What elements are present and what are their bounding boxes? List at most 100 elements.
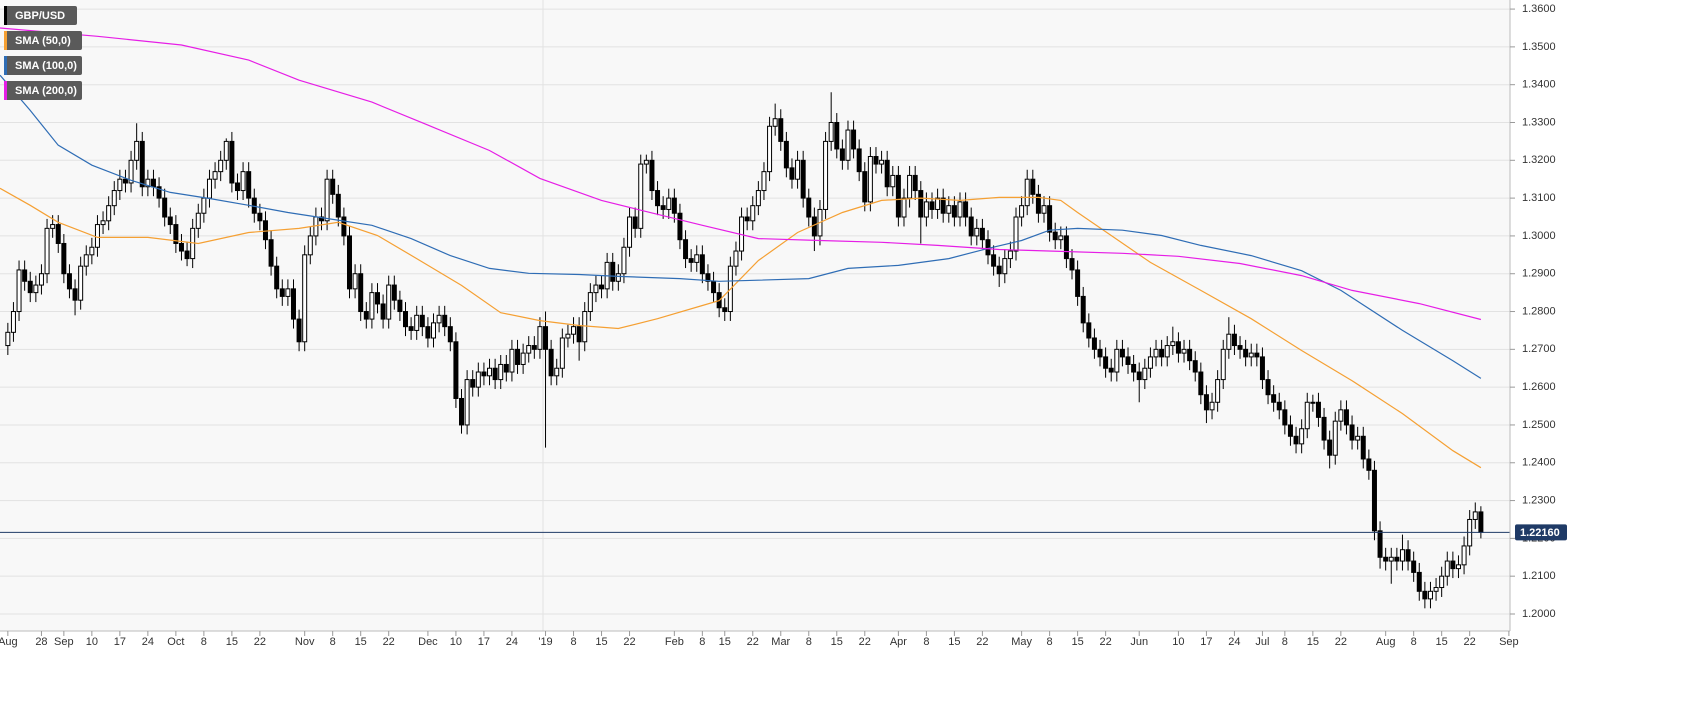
candle-body: [923, 201, 929, 218]
x-tick-label: Dec: [418, 636, 438, 648]
candle-body: [1159, 348, 1165, 358]
x-tick-label: 15: [948, 636, 960, 648]
candle-body: [750, 205, 756, 222]
x-tick-label: Aug: [1376, 636, 1396, 648]
candle-body: [1327, 439, 1333, 456]
legend-label: SMA (50,0): [15, 35, 71, 47]
candle-body: [55, 224, 61, 244]
x-tick-label: '19: [538, 636, 552, 648]
candle-body: [856, 148, 862, 173]
candle-body: [565, 333, 571, 339]
candle-body: [498, 363, 504, 381]
candle-body: [677, 212, 683, 241]
candle-body: [363, 311, 369, 320]
candle-body: [1455, 564, 1461, 570]
x-tick-label: Oct: [167, 636, 184, 648]
legend-swatch: [4, 31, 7, 50]
candle-body: [307, 235, 313, 256]
candle-body: [1321, 416, 1327, 441]
candle-body: [128, 159, 134, 184]
candle-body: [1360, 435, 1366, 460]
x-tick-label: 10: [450, 636, 462, 648]
candle-body: [106, 205, 112, 222]
candle-body: [649, 159, 655, 192]
x-tick-label: Sep: [54, 636, 74, 648]
y-tick-label: 1.3600: [1522, 3, 1556, 15]
legend-swatch: [4, 81, 7, 100]
candle-body: [369, 292, 375, 320]
candle-body: [1175, 341, 1181, 354]
candle-body: [946, 205, 952, 214]
candle-body: [778, 118, 784, 142]
candle-body: [996, 265, 1002, 275]
candle-body: [1265, 379, 1271, 396]
x-tick-label: 15: [1436, 636, 1448, 648]
candle-body: [1147, 356, 1153, 369]
candle-body: [1310, 401, 1316, 404]
candle-body: [279, 288, 285, 297]
candle-body: [610, 261, 616, 282]
candle-body: [1355, 435, 1361, 441]
x-tick-label: Jul: [1255, 636, 1269, 648]
candle-body: [1013, 216, 1019, 252]
candle-body: [912, 174, 918, 192]
candle-body: [44, 227, 50, 275]
candle-body: [1366, 458, 1372, 471]
candle-body: [963, 201, 969, 218]
candle-body: [783, 140, 789, 169]
x-tick-label: 8: [330, 636, 336, 648]
candle-body: [296, 318, 302, 343]
candle-body: [638, 163, 644, 229]
candle-body: [694, 254, 700, 263]
candle-body: [156, 186, 162, 199]
candle-body: [1231, 333, 1237, 347]
x-tick-label: 22: [383, 636, 395, 648]
candle-body: [968, 216, 974, 237]
candle-body: [1086, 322, 1092, 339]
candle-body: [274, 265, 280, 290]
x-tick-label: 8: [1411, 636, 1417, 648]
candle-body: [767, 125, 773, 173]
candle-body: [425, 326, 431, 339]
sma-line: [0, 27, 1482, 321]
y-tick-label: 1.3200: [1522, 154, 1556, 166]
x-tick-label: 10: [86, 636, 98, 648]
candle-body: [442, 314, 448, 328]
x-tick-label: Nov: [295, 636, 315, 648]
sma-line: [0, 74, 1482, 379]
candle-body: [671, 197, 677, 214]
legend-swatch: [4, 56, 7, 75]
candle-body: [660, 205, 666, 210]
candle-body: [576, 326, 582, 343]
candle-body: [195, 212, 201, 229]
candle-body: [1411, 560, 1417, 573]
candle-body: [548, 348, 554, 377]
candle-body: [957, 201, 963, 218]
candle-body: [907, 174, 913, 199]
candle-body: [1444, 560, 1450, 577]
candle-body: [481, 371, 487, 377]
candle-body: [1427, 590, 1433, 600]
candle-body: [83, 254, 89, 267]
candle-body: [173, 224, 179, 244]
candle-body: [1254, 352, 1260, 358]
candle-body: [464, 379, 470, 426]
y-tick-label: 1.2800: [1522, 305, 1556, 317]
x-tick-label: 22: [1335, 636, 1347, 648]
candle-body: [122, 178, 128, 184]
candle-body: [705, 273, 711, 282]
candle-body: [447, 326, 453, 343]
x-tick-label: 8: [699, 636, 705, 648]
candle-body: [1192, 360, 1198, 373]
candle-body: [1209, 401, 1215, 411]
candle-body: [341, 216, 347, 237]
y-tick-label: 1.2900: [1522, 268, 1556, 280]
candle-body: [1058, 235, 1064, 241]
y-tick-label: 1.3000: [1522, 230, 1556, 242]
candle-body: [352, 273, 358, 290]
x-tick-label: 8: [1282, 636, 1288, 648]
x-tick-label: 8: [806, 636, 812, 648]
candle-body: [666, 197, 672, 210]
candle-body: [834, 121, 840, 150]
candle-body: [1069, 258, 1075, 271]
